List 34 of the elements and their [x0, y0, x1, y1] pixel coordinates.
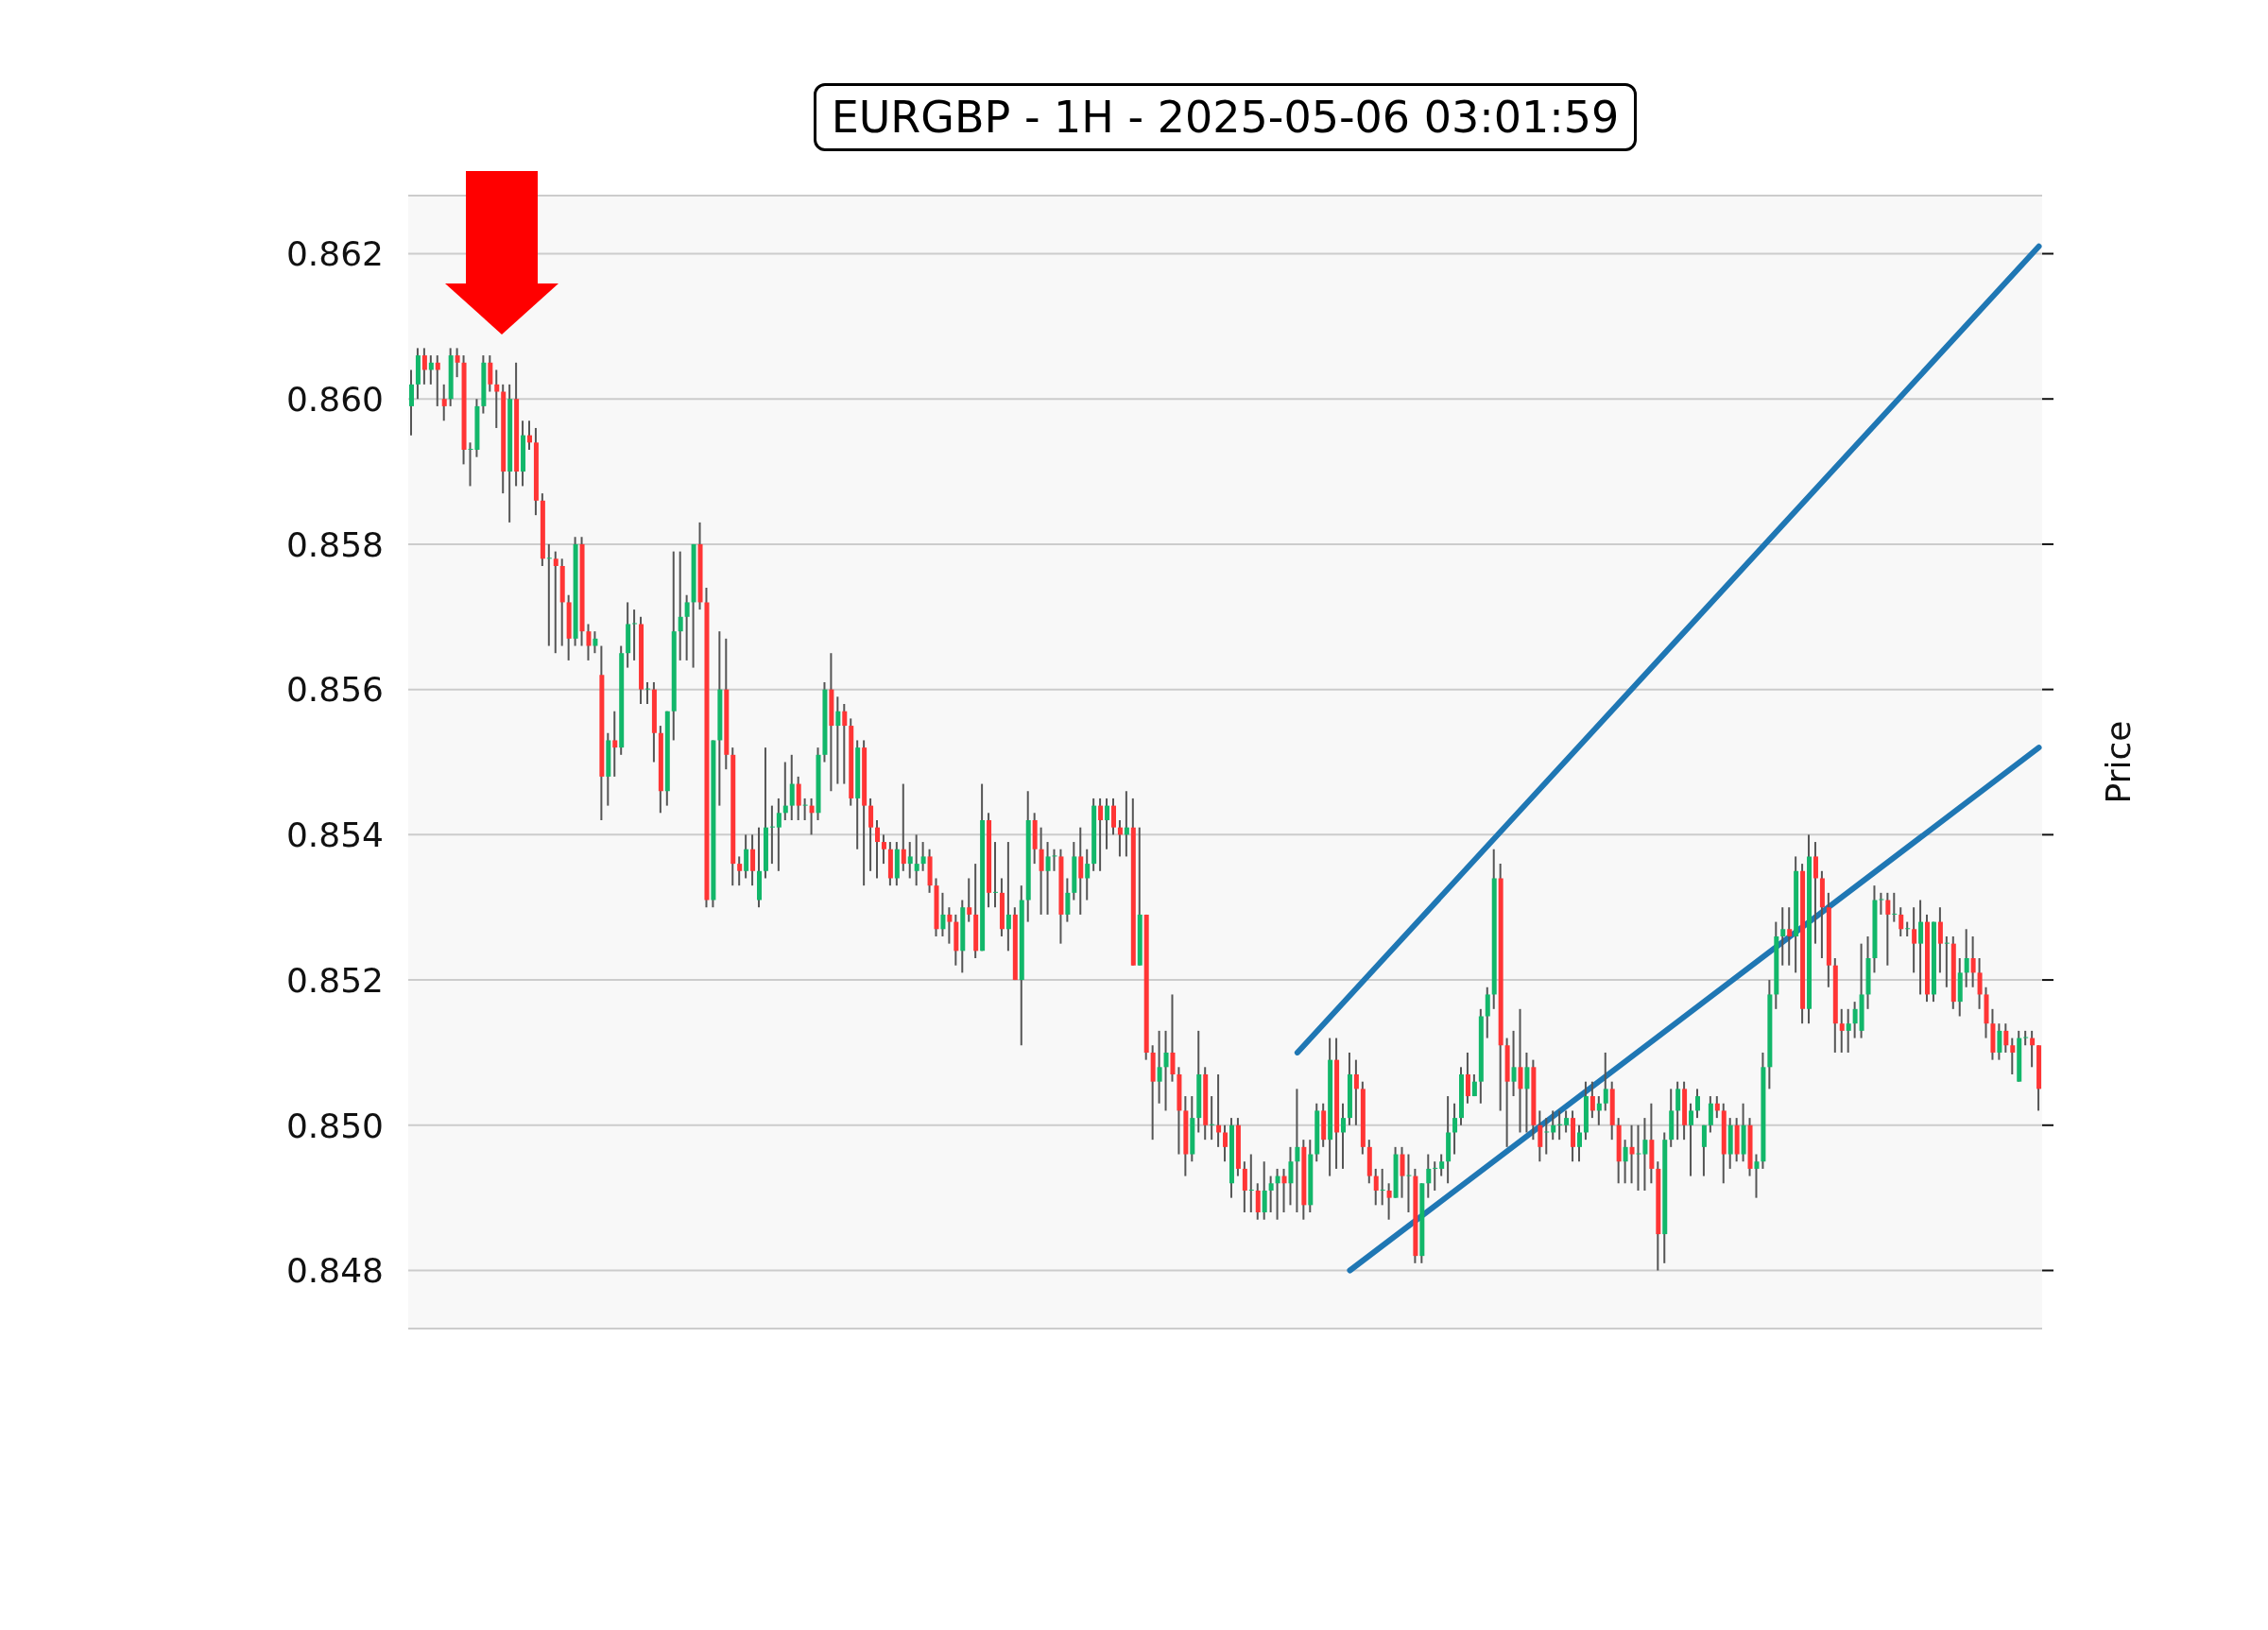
y-tick-label: 0.856 [285, 670, 384, 710]
y-tick-label: 0.850 [285, 1106, 384, 1145]
candlestick [769, 805, 775, 865]
y-tick-label: 0.848 [285, 1251, 384, 1291]
candlestick [1944, 935, 1950, 987]
candlestick [1216, 1073, 1222, 1147]
candlestick [1052, 849, 1057, 871]
y-tick-label: 0.854 [285, 815, 384, 855]
y-tick-label: 0.862 [285, 234, 384, 274]
chart-title: EURGBP - 1H - 2025-05-06 03:01:59 [813, 83, 1638, 151]
candlestick [644, 681, 650, 705]
candlestick [1210, 1096, 1215, 1141]
candlestick [1557, 1110, 1563, 1141]
y-axis-title: Price [2098, 720, 2138, 804]
candlestick [1544, 1118, 1550, 1155]
y-tick-label: 0.852 [285, 960, 384, 1000]
candlestick [1879, 892, 1884, 915]
candlestick [632, 609, 638, 661]
candlestick [1124, 791, 1129, 857]
candlestick [802, 798, 808, 820]
candlestick [2023, 1030, 2029, 1046]
candlestick [468, 442, 473, 487]
y-tick-label: 0.858 [285, 524, 384, 564]
candlestick [1433, 1161, 1438, 1191]
candlestick [546, 543, 552, 646]
candlestick [1380, 1168, 1385, 1206]
y-tick-label: 0.860 [285, 379, 384, 419]
candlestick [993, 842, 998, 908]
candlestick [1636, 1124, 1641, 1191]
candlestick [1892, 892, 1898, 922]
candlestick [1905, 921, 1911, 936]
candlestick [1248, 1154, 1254, 1213]
candlestick [1406, 1154, 1412, 1213]
candlestick [553, 551, 558, 654]
